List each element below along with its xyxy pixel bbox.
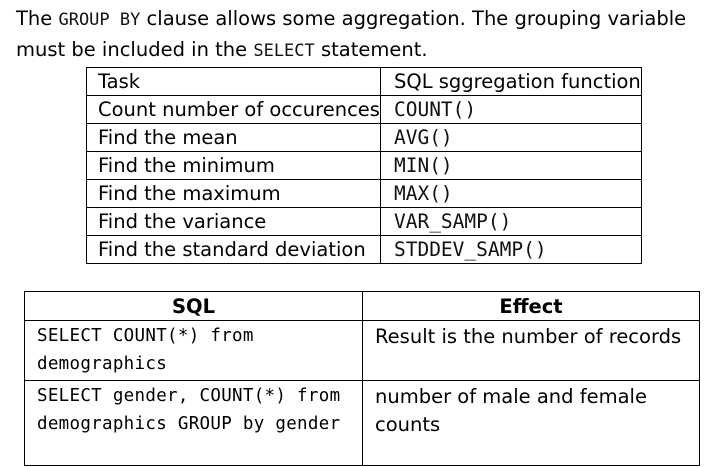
aggregation-functions-table: Task SQL sggregation function Count numb…: [86, 67, 642, 264]
function-cell: AVG(): [379, 123, 642, 152]
effect-cell: number of male and female counts: [362, 380, 700, 466]
table-row: SELECT COUNT(*) from demographics Result…: [24, 320, 700, 381]
table-row: Find the maximum MAX(): [86, 179, 642, 208]
function-cell: MAX(): [379, 179, 642, 208]
table-row: Find the minimum MIN(): [86, 151, 642, 180]
function-cell: COUNT(): [379, 95, 642, 124]
intro-paragraph: The GROUP BY clause allows some aggregat…: [16, 4, 706, 66]
effect-cell: Result is the number of records: [362, 320, 700, 381]
sql-cell: SELECT COUNT(*) from demographics: [24, 320, 363, 381]
function-cell: MIN(): [379, 151, 642, 180]
sql-examples-table: SQL Effect SELECT COUNT(*) from demograp…: [24, 291, 700, 466]
intro-text-2: clause allows some aggregation. The grou…: [16, 7, 687, 61]
intro-text-3: statement.: [314, 38, 428, 61]
sql-cell: SELECT gender, COUNT(*) from demographic…: [24, 380, 363, 466]
table-header-row: Task SQL sggregation function: [86, 67, 642, 96]
header-task: Task: [86, 67, 381, 96]
task-cell: Find the mean: [86, 123, 381, 152]
table-row: Find the variance VAR_SAMP(): [86, 207, 642, 236]
table-row: SELECT gender, COUNT(*) from demographic…: [24, 380, 700, 466]
table-row: Find the mean AVG(): [86, 123, 642, 152]
task-cell: Find the maximum: [86, 179, 381, 208]
select-code: SELECT: [253, 41, 315, 61]
function-cell: STDDEV_SAMP(): [379, 235, 642, 264]
function-cell: VAR_SAMP(): [379, 207, 642, 236]
header-effect: Effect: [362, 291, 700, 321]
table-header-row: SQL Effect: [24, 291, 700, 321]
table-row: Find the standard deviation STDDEV_SAMP(…: [86, 235, 642, 264]
table-row: Count number of occurences COUNT(): [86, 95, 642, 124]
header-function: SQL sggregation function: [379, 67, 642, 96]
intro-text-1: The: [16, 7, 59, 30]
task-cell: Count number of occurences: [86, 95, 381, 124]
group-by-code: GROUP BY: [58, 10, 141, 30]
task-cell: Find the variance: [86, 207, 381, 236]
task-cell: Find the standard deviation: [86, 235, 381, 264]
header-sql: SQL: [24, 291, 363, 321]
task-cell: Find the minimum: [86, 151, 381, 180]
